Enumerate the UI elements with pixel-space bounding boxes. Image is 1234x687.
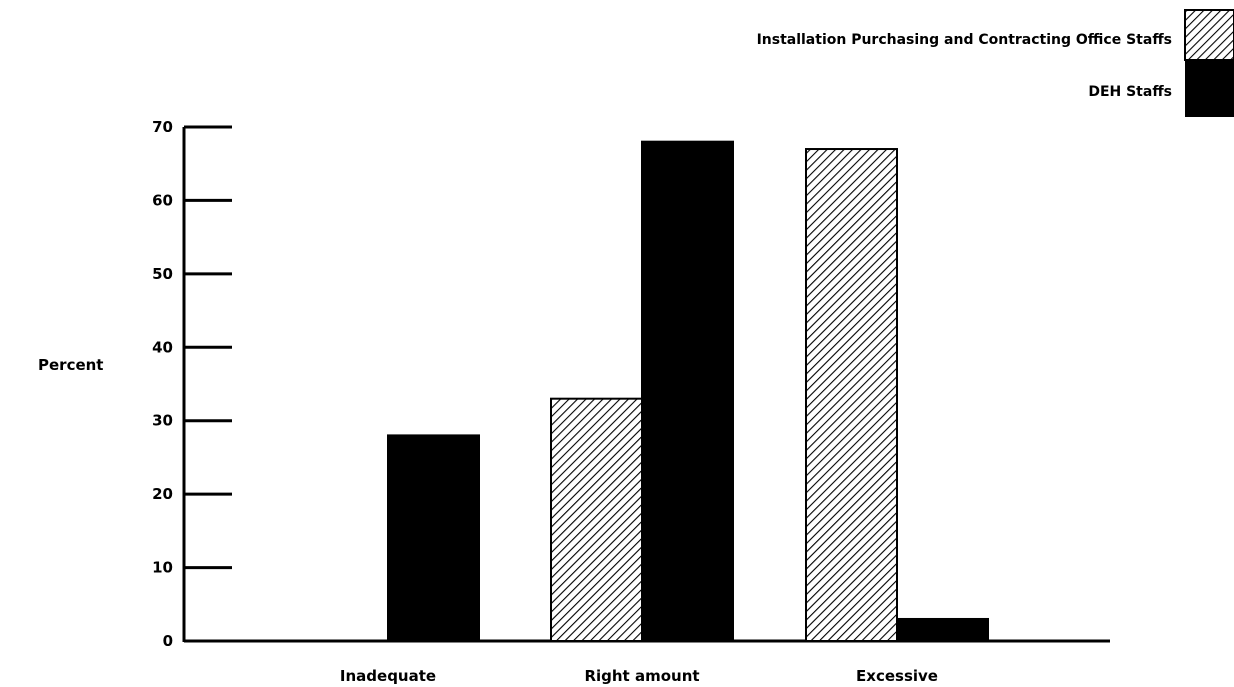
y-tick-label-0: 0	[163, 632, 173, 650]
x-tick-label-right-amount: Right amount	[584, 667, 699, 685]
y-tick-label-10: 10	[152, 559, 173, 577]
bar-right-amount-installation-staffs	[550, 397, 643, 642]
legend: Installation Purchasing and Contracting …	[757, 9, 1234, 117]
bars	[387, 140, 989, 643]
y-axis-ticks: 0 10 20 30 40 50 60 70	[152, 118, 232, 650]
legend-label-installation-staffs: Installation Purchasing and Contracting …	[757, 32, 1172, 48]
bar-excessive-deh-staffs	[896, 617, 989, 643]
bar-excessive-installation-staffs	[805, 148, 898, 642]
y-tick-label-50: 50	[152, 265, 173, 283]
x-tick-label-inadequate: Inadequate	[340, 667, 436, 685]
x-tick-label-excessive: Excessive	[856, 667, 938, 685]
y-tick-label-30: 30	[152, 412, 173, 430]
legend-label-deh-staffs: DEH Staffs	[1088, 84, 1172, 100]
bar-inadequate-deh-staffs	[387, 434, 480, 642]
legend-swatch-deh-staffs	[1185, 60, 1234, 117]
legend-swatch-installation-staffs	[1184, 9, 1234, 61]
y-tick-label-40: 40	[152, 338, 173, 356]
y-axis-label: Percent	[38, 356, 103, 374]
x-axis-tick-labels: Inadequate Right amount Excessive	[340, 667, 938, 685]
bar-right-amount-deh-staffs	[641, 140, 734, 643]
y-tick-label-60: 60	[152, 191, 173, 209]
y-tick-label-20: 20	[152, 485, 173, 503]
y-tick-label-70: 70	[152, 118, 173, 136]
